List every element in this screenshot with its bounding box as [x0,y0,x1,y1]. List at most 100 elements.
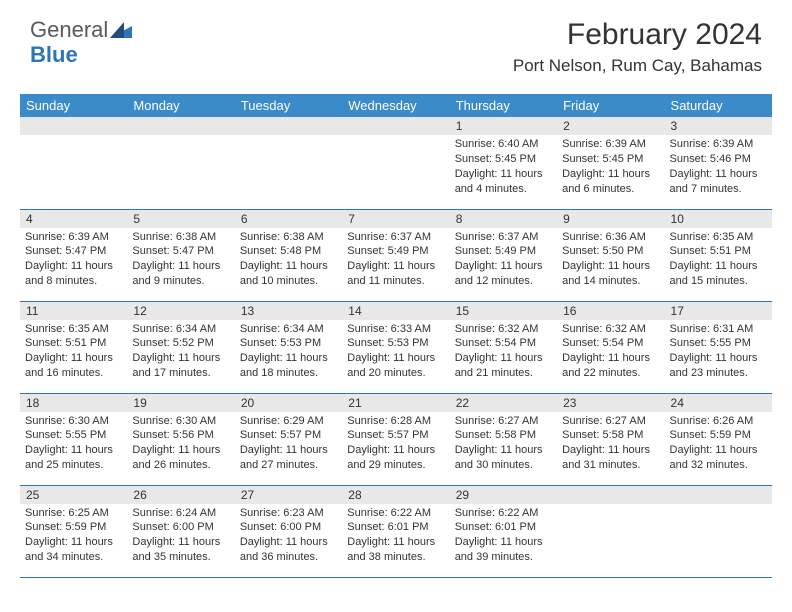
day-details: Sunrise: 6:34 AMSunset: 5:53 PMDaylight:… [235,320,342,385]
sunset-text: Sunset: 5:54 PM [455,336,552,351]
day-details: Sunrise: 6:30 AMSunset: 5:56 PMDaylight:… [127,412,234,477]
calendar-cell: 25Sunrise: 6:25 AMSunset: 5:59 PMDayligh… [20,485,127,577]
title-block: February 2024 Port Nelson, Rum Cay, Baha… [513,18,762,76]
day-details: Sunrise: 6:39 AMSunset: 5:47 PMDaylight:… [20,228,127,293]
calendar-week-row: 11Sunrise: 6:35 AMSunset: 5:51 PMDayligh… [20,301,772,393]
sunset-text: Sunset: 5:58 PM [455,428,552,443]
sunset-text: Sunset: 5:49 PM [455,244,552,259]
day-number: 6 [235,210,342,228]
calendar-cell [20,117,127,209]
calendar-cell: 10Sunrise: 6:35 AMSunset: 5:51 PMDayligh… [665,209,772,301]
day-details: Sunrise: 6:38 AMSunset: 5:47 PMDaylight:… [127,228,234,293]
daylight-text: Daylight: 11 hours and 39 minutes. [455,535,552,565]
daylight-text: Daylight: 11 hours and 30 minutes. [455,443,552,473]
day-details: Sunrise: 6:28 AMSunset: 5:57 PMDaylight:… [342,412,449,477]
sunset-text: Sunset: 5:54 PM [562,336,659,351]
weekday-header: Friday [557,94,664,117]
day-number: 17 [665,302,772,320]
daylight-text: Daylight: 11 hours and 6 minutes. [562,167,659,197]
sunrise-text: Sunrise: 6:34 AM [132,322,229,337]
sunrise-text: Sunrise: 6:36 AM [562,230,659,245]
daylight-text: Daylight: 11 hours and 7 minutes. [670,167,767,197]
sunrise-text: Sunrise: 6:40 AM [455,137,552,152]
day-details: Sunrise: 6:38 AMSunset: 5:48 PMDaylight:… [235,228,342,293]
day-number: 3 [665,117,772,135]
daylight-text: Daylight: 11 hours and 35 minutes. [132,535,229,565]
day-details: Sunrise: 6:30 AMSunset: 5:55 PMDaylight:… [20,412,127,477]
sunset-text: Sunset: 5:50 PM [562,244,659,259]
calendar-cell: 24Sunrise: 6:26 AMSunset: 5:59 PMDayligh… [665,393,772,485]
sunset-text: Sunset: 5:59 PM [670,428,767,443]
calendar-cell: 4Sunrise: 6:39 AMSunset: 5:47 PMDaylight… [20,209,127,301]
day-number: 1 [450,117,557,135]
calendar-cell: 5Sunrise: 6:38 AMSunset: 5:47 PMDaylight… [127,209,234,301]
calendar-cell: 18Sunrise: 6:30 AMSunset: 5:55 PMDayligh… [20,393,127,485]
sunrise-text: Sunrise: 6:39 AM [562,137,659,152]
sunset-text: Sunset: 5:52 PM [132,336,229,351]
day-number: 12 [127,302,234,320]
daylight-text: Daylight: 11 hours and 25 minutes. [25,443,122,473]
day-details: Sunrise: 6:24 AMSunset: 6:00 PMDaylight:… [127,504,234,569]
empty-daynum-bar [127,117,234,135]
calendar-cell [342,117,449,209]
day-number: 4 [20,210,127,228]
sunset-text: Sunset: 5:48 PM [240,244,337,259]
calendar-cell: 20Sunrise: 6:29 AMSunset: 5:57 PMDayligh… [235,393,342,485]
sunset-text: Sunset: 6:01 PM [347,520,444,535]
sunrise-text: Sunrise: 6:27 AM [562,414,659,429]
sunset-text: Sunset: 6:01 PM [455,520,552,535]
calendar-cell: 26Sunrise: 6:24 AMSunset: 6:00 PMDayligh… [127,485,234,577]
empty-daynum-bar [20,117,127,135]
sunrise-text: Sunrise: 6:39 AM [670,137,767,152]
day-number: 7 [342,210,449,228]
sunrise-text: Sunrise: 6:35 AM [670,230,767,245]
calendar-cell [557,485,664,577]
sunset-text: Sunset: 5:53 PM [240,336,337,351]
calendar-cell [235,117,342,209]
day-details: Sunrise: 6:22 AMSunset: 6:01 PMDaylight:… [450,504,557,569]
calendar-cell: 14Sunrise: 6:33 AMSunset: 5:53 PMDayligh… [342,301,449,393]
day-details: Sunrise: 6:35 AMSunset: 5:51 PMDaylight:… [20,320,127,385]
sunrise-text: Sunrise: 6:39 AM [25,230,122,245]
daylight-text: Daylight: 11 hours and 31 minutes. [562,443,659,473]
empty-daynum-bar [557,486,664,504]
calendar-cell [665,485,772,577]
sunrise-text: Sunrise: 6:26 AM [670,414,767,429]
logo-text-blue: Blue [30,42,78,67]
day-details: Sunrise: 6:34 AMSunset: 5:52 PMDaylight:… [127,320,234,385]
calendar-cell: 2 Sunrise: 6:39 AMSunset: 5:45 PMDaylight… [557,117,664,209]
day-number: 16 [557,302,664,320]
calendar-table: SundayMondayTuesdayWednesdayThursdayFrid… [20,94,772,578]
day-details: Sunrise: 6:29 AMSunset: 5:57 PMDaylight:… [235,412,342,477]
sunrise-text: Sunrise: 6:32 AM [455,322,552,337]
day-number: 2 [557,117,664,135]
calendar-cell: 6Sunrise: 6:38 AMSunset: 5:48 PMDaylight… [235,209,342,301]
calendar-cell: 3Sunrise: 6:39 AMSunset: 5:46 PMDaylight… [665,117,772,209]
day-number: 24 [665,394,772,412]
day-details: Sunrise: 6:25 AMSunset: 5:59 PMDaylight:… [20,504,127,569]
weekday-header: Tuesday [235,94,342,117]
sunrise-text: Sunrise: 6:23 AM [240,506,337,521]
sunrise-text: Sunrise: 6:28 AM [347,414,444,429]
calendar-cell: 12Sunrise: 6:34 AMSunset: 5:52 PMDayligh… [127,301,234,393]
day-number: 22 [450,394,557,412]
calendar-cell: 19Sunrise: 6:30 AMSunset: 5:56 PMDayligh… [127,393,234,485]
day-number: 20 [235,394,342,412]
day-number: 10 [665,210,772,228]
page-header: General Blue February 2024 Port Nelson, … [0,0,792,84]
sunrise-text: Sunrise: 6:24 AM [132,506,229,521]
calendar-cell: 21Sunrise: 6:28 AMSunset: 5:57 PMDayligh… [342,393,449,485]
sunrise-text: Sunrise: 6:37 AM [455,230,552,245]
day-number: 21 [342,394,449,412]
day-number: 23 [557,394,664,412]
daylight-text: Daylight: 11 hours and 11 minutes. [347,259,444,289]
sunrise-text: Sunrise: 6:38 AM [132,230,229,245]
sunrise-text: Sunrise: 6:22 AM [347,506,444,521]
day-details: Sunrise: 6:33 AMSunset: 5:53 PMDaylight:… [342,320,449,385]
sunset-text: Sunset: 5:45 PM [562,152,659,167]
weekday-header: Monday [127,94,234,117]
sunset-text: Sunset: 5:55 PM [25,428,122,443]
sunrise-text: Sunrise: 6:38 AM [240,230,337,245]
sunset-text: Sunset: 6:00 PM [240,520,337,535]
calendar-cell: 7Sunrise: 6:37 AMSunset: 5:49 PMDaylight… [342,209,449,301]
